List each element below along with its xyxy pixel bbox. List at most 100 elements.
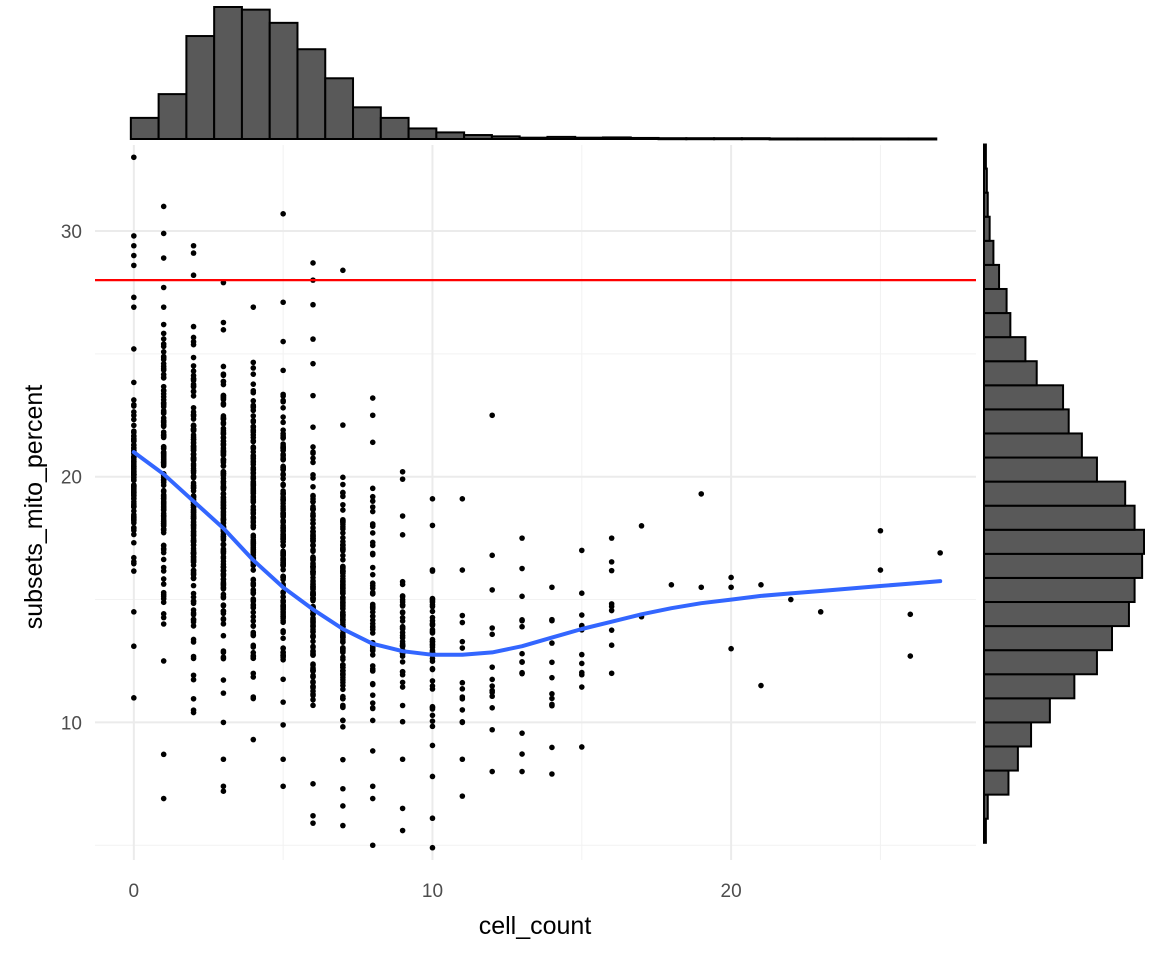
data-point xyxy=(549,771,555,777)
data-point xyxy=(399,602,406,608)
data-point xyxy=(190,455,197,461)
data-point xyxy=(250,432,257,438)
y-hist-bar xyxy=(983,408,1070,435)
data-point xyxy=(429,723,436,730)
data-point xyxy=(280,653,286,659)
data-point xyxy=(519,650,525,657)
data-point xyxy=(220,468,227,475)
x-hist-bar xyxy=(185,35,216,140)
data-point xyxy=(280,491,286,498)
data-point xyxy=(788,596,794,603)
data-point xyxy=(250,438,257,445)
axis-ticks: 0 10 20 10 20 30 xyxy=(61,222,742,902)
data-point xyxy=(340,490,346,496)
data-point xyxy=(429,598,436,604)
data-point xyxy=(160,375,167,381)
data-point xyxy=(280,513,286,520)
data-point xyxy=(369,498,376,504)
data-point xyxy=(190,582,197,589)
data-point xyxy=(369,795,376,802)
data-point xyxy=(280,574,286,581)
data-point xyxy=(608,559,615,565)
data-point xyxy=(280,619,286,626)
data-point xyxy=(190,404,197,411)
data-point xyxy=(250,537,257,543)
data-point xyxy=(160,284,167,291)
data-point xyxy=(578,547,585,554)
data-point xyxy=(459,638,466,645)
data-point xyxy=(250,567,257,573)
data-point xyxy=(459,567,466,573)
data-point xyxy=(131,477,137,484)
data-point xyxy=(280,542,286,549)
y-marginal-histogram xyxy=(983,143,1145,844)
data-point xyxy=(131,252,137,259)
data-point xyxy=(310,673,316,680)
x-hist-bar xyxy=(268,21,299,141)
x-hist-bar xyxy=(713,137,743,141)
data-point xyxy=(160,751,167,758)
data-point xyxy=(220,690,227,696)
data-point xyxy=(340,724,346,730)
data-point xyxy=(340,481,346,488)
data-point xyxy=(369,748,376,754)
data-point xyxy=(399,805,406,812)
data-point xyxy=(340,474,346,481)
data-point xyxy=(340,704,346,711)
data-point xyxy=(429,706,436,712)
data-point xyxy=(190,463,197,469)
data-point xyxy=(340,267,346,274)
data-point xyxy=(131,514,137,521)
data-point xyxy=(250,613,257,620)
data-point xyxy=(250,417,257,424)
data-point xyxy=(131,531,137,538)
data-point xyxy=(250,470,257,477)
data-point xyxy=(519,623,525,630)
data-point xyxy=(220,486,227,493)
data-point xyxy=(399,618,406,624)
data-point xyxy=(578,651,585,658)
data-point xyxy=(160,391,167,397)
data-point xyxy=(549,691,555,697)
data-point xyxy=(369,783,376,790)
data-point xyxy=(250,464,257,471)
data-point xyxy=(429,686,436,692)
y-hist-bar xyxy=(983,552,1144,579)
data-point xyxy=(489,705,495,711)
data-point xyxy=(250,359,257,366)
data-point xyxy=(429,568,436,574)
data-point xyxy=(340,552,346,559)
data-point xyxy=(250,597,257,603)
data-point xyxy=(310,517,316,523)
y-hist-bar xyxy=(983,697,1051,724)
x-hist-bar xyxy=(851,137,882,141)
data-point xyxy=(369,395,376,401)
y-axis-title: subsets_mito_percent xyxy=(20,385,48,630)
data-point xyxy=(280,210,286,217)
data-point xyxy=(310,538,316,544)
data-point xyxy=(399,718,406,725)
x-hist-bar xyxy=(518,136,549,140)
x-hist-bar xyxy=(324,77,355,140)
data-point xyxy=(280,606,286,613)
data-point xyxy=(399,532,406,538)
data-point xyxy=(489,664,495,670)
x-hist-bar xyxy=(352,106,382,140)
data-point xyxy=(399,668,406,675)
data-point xyxy=(519,565,525,572)
data-point xyxy=(250,365,257,371)
data-point xyxy=(220,442,227,449)
smooth-line xyxy=(131,450,943,657)
data-point xyxy=(310,493,316,500)
data-point xyxy=(369,617,376,624)
data-point xyxy=(310,812,316,819)
data-point xyxy=(340,577,346,584)
x-hist-bar xyxy=(768,137,799,141)
data-point xyxy=(190,432,197,438)
data-point xyxy=(280,466,286,473)
data-point xyxy=(160,568,167,574)
data-point xyxy=(250,532,257,539)
data-point xyxy=(250,490,257,496)
data-point xyxy=(310,483,316,490)
data-point xyxy=(489,412,495,419)
